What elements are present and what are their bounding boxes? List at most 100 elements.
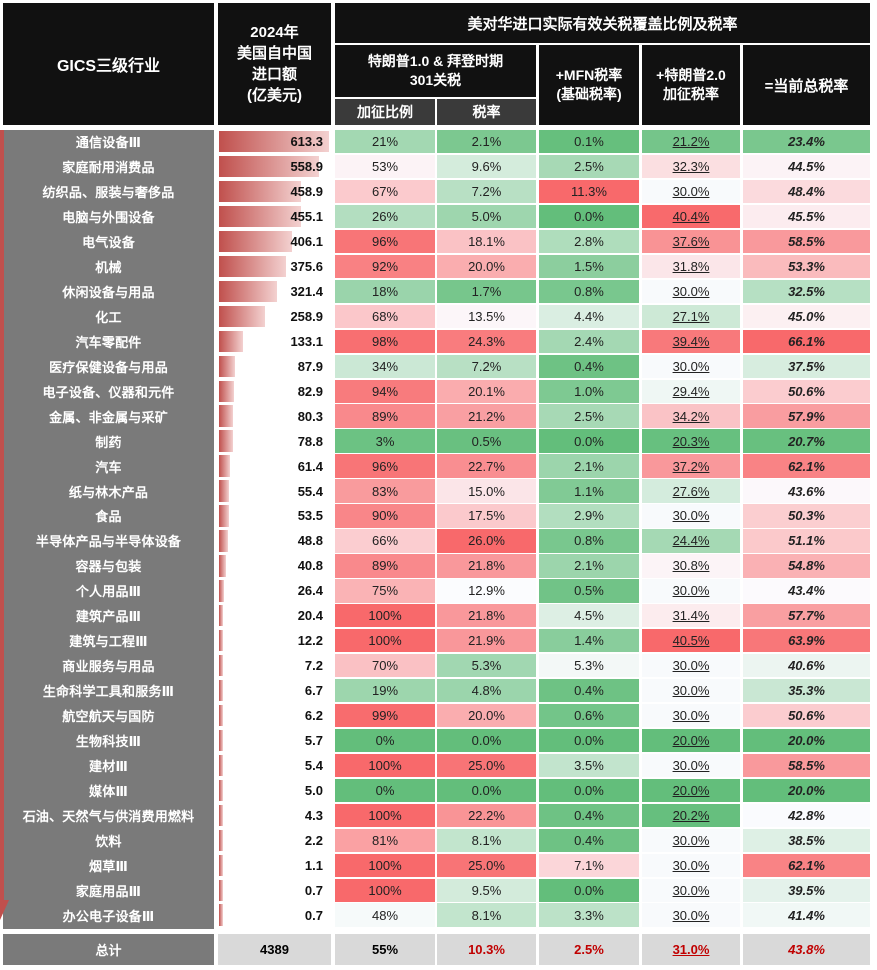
row-imports: 6.2 xyxy=(304,708,323,724)
row-mfn: 2.5% xyxy=(539,404,639,428)
row-t2: 30.0% xyxy=(642,579,740,603)
row-imports: 0.7 xyxy=(304,882,323,898)
row-imports: 458.9 xyxy=(290,184,323,200)
row-total: 57.9% xyxy=(743,404,870,428)
import-bar xyxy=(219,230,292,253)
row-imports: 53.5 xyxy=(297,508,323,524)
row-imports: 5.0 xyxy=(304,782,323,798)
import-bar xyxy=(219,754,223,777)
import-bar xyxy=(219,430,234,452)
import-bar xyxy=(219,605,223,627)
row-rate: 0.0% xyxy=(437,728,536,753)
row-imports: 5.4 xyxy=(304,757,323,773)
row-total: 38.5% xyxy=(743,828,870,853)
row-imports: 0.7 xyxy=(304,907,323,923)
import-bar xyxy=(219,729,223,752)
row-rate: 5.0% xyxy=(437,204,536,229)
import-bar xyxy=(219,854,223,876)
row-mfn: 0.1% xyxy=(539,130,639,154)
row-mfn: 7.1% xyxy=(539,853,639,877)
row-cov: 98% xyxy=(335,329,435,354)
row-total: 20.7% xyxy=(743,429,870,453)
row-cov: 0% xyxy=(335,728,435,753)
row-t2: 34.2% xyxy=(642,404,740,428)
import-bar xyxy=(219,405,234,427)
row-mfn: 4.5% xyxy=(539,604,639,628)
row-category: 生物科技Ⅲ xyxy=(75,734,142,750)
total-total: 43.8% xyxy=(743,934,870,965)
row-total: 58.5% xyxy=(743,229,870,254)
total-rate: 10.3% xyxy=(437,934,536,965)
row-imports: 2.2 xyxy=(304,832,323,848)
row-cov: 3% xyxy=(335,429,435,453)
row-imports: 26.4 xyxy=(297,583,323,599)
row-t2: 27.6% xyxy=(642,479,740,503)
row-total: 57.7% xyxy=(743,604,870,628)
row-category: 休闲设备与用品 xyxy=(62,284,155,300)
total-mfn: 2.5% xyxy=(539,934,639,965)
row-rate: 20.0% xyxy=(437,703,536,728)
row-t2: 27.1% xyxy=(642,304,740,329)
row-rate: 0.0% xyxy=(437,778,536,803)
row-category: 家庭耐用消费品 xyxy=(62,160,155,176)
header-rate: 税率 xyxy=(437,99,536,125)
row-t2: 30.0% xyxy=(642,853,740,877)
row-total: 66.1% xyxy=(743,329,870,354)
row-category: 媒体Ⅲ xyxy=(89,783,128,799)
row-t2: 30.0% xyxy=(642,903,740,927)
row-mfn: 5.3% xyxy=(539,653,639,678)
row-rate: 7.2% xyxy=(437,354,536,378)
row-mfn: 0.4% xyxy=(539,678,639,703)
row-total: 20.0% xyxy=(743,728,870,753)
row-mfn: 2.1% xyxy=(539,454,639,478)
row-imports: 375.6 xyxy=(290,258,323,274)
import-bar xyxy=(219,355,235,377)
row-imports: 5.7 xyxy=(304,733,323,749)
row-category: 电脑与外围设备 xyxy=(62,210,155,226)
row-imports: 406.1 xyxy=(290,234,323,250)
row-mfn: 0.0% xyxy=(539,204,639,229)
total-coverage: 55% xyxy=(335,934,435,965)
row-t2: 30.0% xyxy=(642,703,740,728)
row-imports: 87.9 xyxy=(297,358,323,374)
row-cov: 100% xyxy=(335,853,435,877)
row-rate: 9.5% xyxy=(437,878,536,902)
row-cov: 100% xyxy=(335,604,435,628)
row-category: 生命科学工具和服务Ⅲ xyxy=(42,684,175,700)
row-rate: 7.2% xyxy=(437,179,536,204)
row-rate: 20.0% xyxy=(437,254,536,279)
row-imports: 613.3 xyxy=(290,134,323,150)
row-imports: 80.3 xyxy=(297,408,323,424)
row-mfn: 0.4% xyxy=(539,803,639,828)
header-imports: 2024年 美国自中国 进口额 (亿美元) xyxy=(218,3,331,125)
row-mfn: 0.4% xyxy=(539,828,639,853)
row-cov: 34% xyxy=(335,354,435,378)
import-bar xyxy=(219,280,277,303)
row-mfn: 11.3% xyxy=(539,179,639,204)
row-rate: 1.7% xyxy=(437,279,536,304)
row-cov: 90% xyxy=(335,504,435,528)
row-imports: 455.1 xyxy=(290,209,323,225)
row-total: 62.1% xyxy=(743,454,870,478)
row-mfn: 2.8% xyxy=(539,229,639,254)
row-cov: 19% xyxy=(335,678,435,703)
row-cov: 96% xyxy=(335,229,435,254)
import-bar xyxy=(219,580,224,602)
row-imports: 78.8 xyxy=(297,433,323,449)
row-rate: 13.5% xyxy=(437,304,536,329)
row-mfn: 0.8% xyxy=(539,279,639,304)
total-trump2: 31.0% xyxy=(642,934,740,965)
row-mfn: 0.0% xyxy=(539,728,639,753)
row-t2: 20.2% xyxy=(642,803,740,828)
row-mfn: 2.5% xyxy=(539,154,639,179)
row-total: 23.4% xyxy=(743,130,870,154)
row-mfn: 2.1% xyxy=(539,554,639,578)
row-t2: 30.0% xyxy=(642,504,740,528)
row-rate: 21.9% xyxy=(437,629,536,653)
row-imports: 6.7 xyxy=(304,683,323,699)
row-category: 纸与林木产品 xyxy=(68,484,149,500)
row-rate: 15.0% xyxy=(437,479,536,503)
row-t2: 24.4% xyxy=(642,529,740,553)
row-category: 办公电子设备Ⅲ xyxy=(62,908,155,924)
row-total: 45.5% xyxy=(743,204,870,229)
